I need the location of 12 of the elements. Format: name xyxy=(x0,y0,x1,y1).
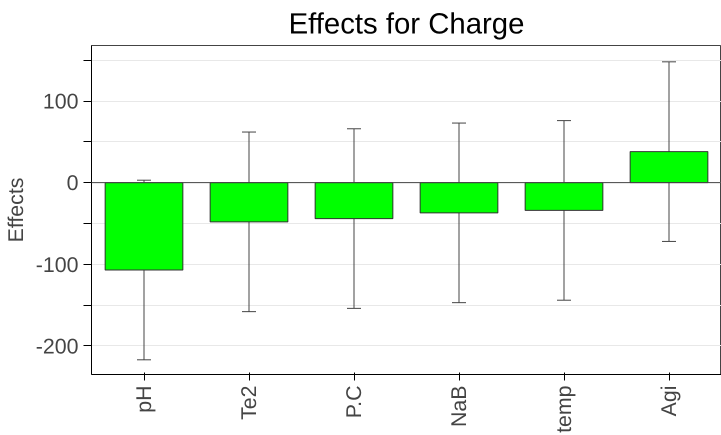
y-tick-label: -200 xyxy=(36,334,79,358)
y-axis-title: Effects xyxy=(4,178,28,242)
y-tick-label: -100 xyxy=(36,252,79,277)
y-tick-label: 100 xyxy=(42,90,79,114)
y-tick-label: 0 xyxy=(66,171,79,196)
x-tick-label: P.C xyxy=(342,385,366,418)
x-tick-label: Te2 xyxy=(237,385,261,420)
x-tick-label: Agi xyxy=(657,386,681,416)
x-tick-label: NaB xyxy=(447,385,471,427)
chart-title: Effects for Charge xyxy=(288,8,524,40)
x-tick-label: temp xyxy=(552,385,576,433)
x-tick-label: pH xyxy=(132,386,156,413)
